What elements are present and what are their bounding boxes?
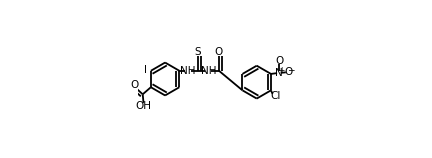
Text: −: − bbox=[287, 65, 294, 74]
Text: OH: OH bbox=[136, 101, 152, 111]
Text: Cl: Cl bbox=[271, 91, 281, 101]
Text: N: N bbox=[275, 68, 283, 78]
Text: O: O bbox=[275, 56, 283, 66]
Text: I: I bbox=[144, 64, 147, 75]
Text: NH: NH bbox=[200, 66, 216, 76]
Text: NH: NH bbox=[180, 66, 196, 76]
Text: O: O bbox=[130, 80, 138, 91]
Text: O: O bbox=[215, 47, 223, 58]
Text: O: O bbox=[284, 67, 292, 77]
Text: S: S bbox=[195, 47, 201, 58]
Text: +: + bbox=[278, 66, 285, 75]
